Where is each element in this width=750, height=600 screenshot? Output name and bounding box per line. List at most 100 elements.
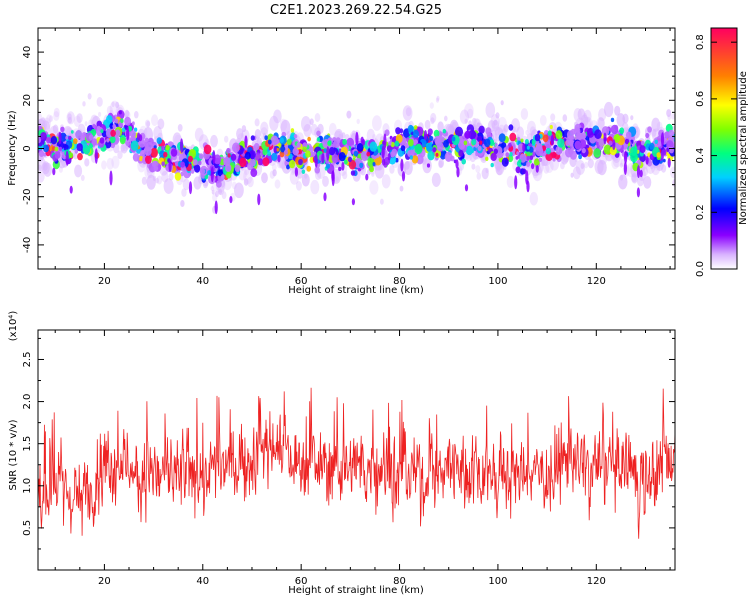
spectrogram-halo-blob xyxy=(180,200,185,207)
spectrogram-core-blob xyxy=(314,166,320,174)
spectrogram-halo-blob xyxy=(163,178,174,195)
spectrogram-core-blob xyxy=(518,159,522,164)
spectrogram-core-blob xyxy=(290,128,295,133)
spectrogram-y-tick-label: -40 xyxy=(22,237,33,253)
spectrogram-streak-blob xyxy=(365,173,369,181)
spectrogram-core-blob xyxy=(356,143,364,152)
spectrogram-core-blob xyxy=(535,145,544,157)
spectrogram-streak-blob xyxy=(257,193,261,206)
spectrogram-core-blob xyxy=(436,145,440,150)
spectrogram-core-blob xyxy=(664,131,670,139)
spectrogram-streak-blob xyxy=(126,126,130,141)
spectrogram-core-blob xyxy=(325,163,330,169)
spectrogram-core-blob xyxy=(198,153,204,160)
spectrogram-halo-blob xyxy=(612,152,622,168)
spectrogram-halo-blob xyxy=(594,159,604,175)
spectrogram-streak-blob xyxy=(514,175,518,190)
spectrogram-core-blob xyxy=(601,126,610,136)
spectrogram-halo-blob xyxy=(218,188,223,195)
spectrogram-core-blob xyxy=(170,148,178,157)
spectrogram-core-blob xyxy=(279,137,284,143)
spectrogram-y-label: Frequency (Hz) xyxy=(7,110,18,186)
spectrogram-core-blob xyxy=(526,155,531,161)
spectrogram-y-tick-label: 40 xyxy=(22,46,33,59)
spectrogram-halo-blob xyxy=(87,93,92,100)
spectrogram-halo-blob xyxy=(117,150,123,160)
spectrogram-core-blob xyxy=(468,129,477,140)
spectrogram-core-blob xyxy=(132,153,140,162)
spectrogram-halo-blob xyxy=(402,105,413,121)
spectrogram-streak-blob xyxy=(94,148,98,164)
spectrogram-halo-blob xyxy=(597,117,605,129)
spectrogram-core-blob xyxy=(416,154,424,165)
spectrogram-halo-blob xyxy=(156,175,163,185)
spectrogram-streak-blob xyxy=(660,132,665,147)
spectrogram-streak-blob xyxy=(381,145,385,159)
spectrogram-halo-blob xyxy=(43,162,52,177)
spectrogram-core-blob xyxy=(316,130,321,137)
spectrogram-halo-blob xyxy=(82,101,86,107)
colorbar-tick-label: 0.6 xyxy=(695,91,706,107)
spectrogram-core-blob xyxy=(407,138,414,147)
spectrogram-core-blob xyxy=(348,159,357,170)
spectrogram-core-blob xyxy=(139,150,146,158)
spectrogram-core-blob xyxy=(342,138,347,146)
spectrogram-core-blob xyxy=(432,147,437,153)
spectrogram-halo-blob xyxy=(527,120,536,136)
spectrogram-core-blob xyxy=(305,150,311,158)
spectrogram-core-blob xyxy=(180,171,184,177)
spectrogram-halo-blob xyxy=(141,176,147,185)
spectrogram-streak-blob xyxy=(331,170,335,181)
spectrogram-halo-blob xyxy=(314,113,321,122)
spectrogram-streak-blob xyxy=(639,169,643,178)
spectrogram-streak-blob xyxy=(229,196,233,204)
spectrogram-core-blob xyxy=(267,151,272,157)
spectrogram-core-blob xyxy=(262,148,268,156)
spectrogram-core-blob xyxy=(301,169,306,174)
snr-y-unit: (x10⁴) xyxy=(8,311,19,342)
spectrogram-halo-blob xyxy=(525,130,529,135)
spectrogram-panel: 20 40 60 80 100 120 -40 -20 0 20 40 Height of str… xyxy=(7,27,676,296)
spectrogram-core-blob xyxy=(400,145,406,152)
spectrogram-halo-blob xyxy=(656,121,663,131)
spectrogram-core-blob xyxy=(509,132,517,142)
spectrogram-core-blob xyxy=(267,139,272,145)
spectrogram-streak-blob xyxy=(624,150,628,164)
spectrogram-halo-blob xyxy=(177,124,183,132)
spectrogram-halo-blob xyxy=(301,173,310,187)
colorbar-tick-label: 0.0 xyxy=(695,261,706,277)
spectrogram-halo-blob xyxy=(53,111,60,121)
spectrogram-streak-blob xyxy=(401,171,406,182)
snr-y-tick-label: 2.5 xyxy=(22,352,33,368)
spectrogram-x-tick-label: 60 xyxy=(295,276,308,287)
spectrogram-halo-blob xyxy=(181,188,187,197)
spectrogram-streak-blob xyxy=(360,136,364,144)
snr-panel: 20 40 60 80 100 120 0.5 1.0 1.5 2.0 2.5 Height of… xyxy=(8,311,676,596)
spectrogram-core-blob xyxy=(407,124,414,133)
spectrogram-core-blob xyxy=(526,161,531,167)
spectrogram-core-blob xyxy=(639,145,646,154)
spectrogram-halo-blob xyxy=(291,166,296,174)
spectrogram-core-blob xyxy=(594,129,602,140)
spectrogram-halo-blob xyxy=(389,165,395,174)
spectrogram-core-blob xyxy=(331,154,339,164)
spectrogram-halo-blob xyxy=(38,164,42,171)
spectrogram-core-blob xyxy=(427,128,433,136)
spectrogram-halo-blob xyxy=(371,171,375,177)
spectrogram-core-blob xyxy=(668,129,675,137)
spectrogram-streak-blob xyxy=(210,166,214,183)
spectrogram-halo-blob xyxy=(575,157,579,163)
spectrogram-y-tick-label: -20 xyxy=(22,189,33,205)
spectrogram-streak-blob xyxy=(294,167,298,177)
spectrogram-core-blob xyxy=(114,129,121,137)
spectrogram-halo-blob xyxy=(73,115,81,127)
spectrogram-streak-blob xyxy=(65,150,69,166)
spectrogram-core-blob xyxy=(227,153,231,158)
spectrogram-streak-blob xyxy=(535,165,539,173)
spectrogram-core-blob xyxy=(508,142,512,148)
spectrogram-y-tick-label: 0 xyxy=(22,145,33,151)
spectrogram-core-blob xyxy=(293,134,298,139)
spectrogram-halo-blob xyxy=(155,177,159,184)
spectrogram-halo-blob xyxy=(271,163,277,171)
spectrogram-core-blob xyxy=(493,148,498,155)
